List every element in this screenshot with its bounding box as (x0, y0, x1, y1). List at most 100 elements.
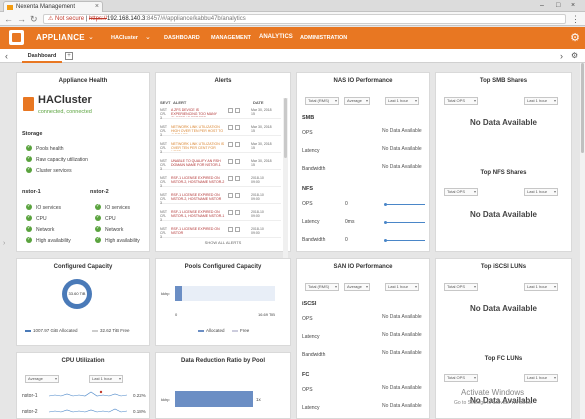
acknowledge-icon[interactable] (228, 108, 233, 113)
check-icon (26, 155, 32, 162)
status-item: Network (105, 227, 124, 233)
metric-select[interactable]: Total OPS (444, 188, 478, 196)
timerange-select[interactable]: Last 1 hour (524, 374, 558, 382)
reload-icon[interactable]: ↻ (30, 14, 38, 24)
alert-message[interactable]: RSF-1 LICENSE EXPIRED ON NSTOR-2, HOSTNA… (171, 193, 222, 201)
timerange-select[interactable]: Last 1 hour (89, 375, 123, 383)
acknowledge-icon[interactable] (228, 210, 233, 215)
legend-allocated: 1007.97 GiB Allocated (33, 328, 78, 333)
alert-message[interactable]: RSF-1 LICENSE EXPIRED ON NSTOR (171, 227, 220, 235)
alert-row[interactable]: NST CR-3 NETWORK LINK UTILIZATION HIGH OV… (160, 124, 281, 137)
acknowledge-icon[interactable] (228, 125, 233, 130)
scroll-left-icon[interactable]: ‹ (5, 51, 8, 61)
alert-row[interactable]: NST CR-3 UNABLE TO QUALIFY AN RSH DOMAIN … (160, 158, 281, 171)
settings-gear-icon[interactable]: ⚙ (570, 32, 580, 44)
browser-tab[interactable]: Nexenta Management × (3, 1, 103, 12)
metric-select[interactable]: Total (RMS) (305, 97, 339, 105)
browser-menu-icon[interactable]: ⋮ (571, 14, 580, 24)
sidebar-toggle-icon[interactable]: › (3, 240, 6, 247)
acknowledge-icon[interactable] (228, 159, 233, 164)
scroll-right-icon[interactable]: › (560, 51, 563, 61)
alert-message[interactable]: NETWORK LINK UTILIZATION HIGH OVER TEN P… (171, 125, 224, 134)
alert-message[interactable]: NETWORK LINK UTILIZATION IS OVER TEN PER… (171, 142, 225, 151)
dismiss-icon[interactable] (235, 125, 240, 130)
appliance-logo-icon[interactable] (9, 30, 24, 45)
nav-management[interactable]: MANAGEMENT (211, 35, 252, 41)
add-tab-icon[interactable]: + (65, 52, 73, 60)
dismiss-icon[interactable] (235, 159, 240, 164)
close-tab-icon[interactable]: × (94, 3, 99, 10)
metric-select[interactable]: Total (RMS) (305, 283, 339, 291)
nav-administration[interactable]: ADMINISTRATION (300, 35, 348, 41)
nav-analytics[interactable]: ANALYTICS (259, 34, 293, 40)
page-scrollbar[interactable] (580, 63, 585, 419)
card-title: Data Reduction Ratio by Pool (180, 358, 265, 364)
card-title: Pools Configured Capacity (184, 264, 262, 270)
alert-row[interactable]: NST CR-3 NETWORK LINK UTILIZATION IS OVER… (160, 141, 281, 154)
timerange-select[interactable]: Last 1 hour (524, 188, 558, 196)
nav-hacluster[interactable]: HACluster (111, 35, 138, 41)
dismiss-icon[interactable] (235, 108, 240, 113)
alerts-scrollbar[interactable] (283, 98, 288, 288)
timerange-select[interactable]: Last 1 hour (385, 97, 419, 105)
minimize-icon[interactable]: – (540, 2, 544, 9)
col-date: DATE (253, 100, 264, 105)
status-item: IO services (36, 205, 62, 211)
dismiss-icon[interactable] (235, 142, 240, 147)
alert-row[interactable]: NST CR-3 RSF-1 LICENSE EXPIRED ON NSTOR-2… (160, 175, 281, 188)
aggregate-select[interactable]: Average (344, 97, 370, 105)
address-bar: ← → ↻ ⚠ Not secure | https://192.168.140… (0, 12, 585, 26)
timerange-select[interactable]: Last 1 hour (524, 97, 558, 105)
url-field[interactable]: ⚠ Not secure | https://192.168.140.3:845… (43, 14, 566, 24)
app-name[interactable]: APPLIANCE (36, 33, 85, 42)
scroll-thumb[interactable] (284, 98, 287, 158)
nav-dashboard[interactable]: DASHBOARD (164, 35, 200, 41)
tab-dashboard[interactable]: Dashboard (22, 50, 62, 63)
url-scheme: https:// (88, 16, 107, 22)
cluster-name[interactable]: HACluster (38, 94, 92, 106)
dismiss-icon[interactable] (235, 176, 240, 181)
aggregate-select[interactable]: Average (25, 375, 59, 383)
alert-message[interactable]: A ZFS DEVICE IS EXPERIENCING TOO MANY CL… (171, 108, 217, 117)
alert-row[interactable]: NST CR-3 RSF-1 LICENSE EXPIRED ON NSTOR 20… (160, 226, 281, 239)
pool-allocated-bar (175, 286, 182, 301)
maximize-icon[interactable]: □ (556, 2, 561, 9)
close-window-icon[interactable]: × (571, 2, 576, 9)
card-title: SAN IO Performance (333, 264, 393, 270)
status-item: CPU (36, 216, 47, 222)
aggregate-select[interactable]: Average (344, 283, 370, 291)
alert-row[interactable]: NST CR-3 RSF-1 LICENSE EXPIRED ON NSTOR-1… (160, 209, 281, 222)
acknowledge-icon[interactable] (228, 193, 233, 198)
no-data: No Data Available (382, 385, 422, 391)
forward-icon[interactable]: → (17, 14, 26, 24)
cpu-node1-sparkline (49, 390, 128, 397)
timerange-select[interactable]: Last 1 hour (524, 283, 558, 291)
no-data: No Data Available (382, 314, 422, 320)
dismiss-icon[interactable] (235, 193, 240, 198)
alert-message[interactable]: RSF-1 LICENSE EXPIRED ON NSTOR-2, HOSTNA… (171, 176, 225, 184)
chevron-down-icon[interactable]: ⌄ (145, 34, 151, 41)
back-icon[interactable]: ← (4, 14, 13, 24)
acknowledge-icon[interactable] (228, 176, 233, 181)
metric-select[interactable]: Total OPS (444, 374, 478, 382)
dashboard-settings-icon[interactable]: ⚙ (571, 51, 579, 60)
alert-row[interactable]: NST CR-3 RSF-1 LICENSE EXPIRED ON NSTOR-2… (160, 192, 281, 205)
scroll-thumb[interactable] (581, 63, 584, 153)
alert-date: Mar 30, 2018 15 (251, 108, 272, 116)
cpu-node2-sparkline (49, 408, 128, 413)
chevron-down-icon[interactable]: ⌄ (88, 34, 94, 41)
timerange-select[interactable]: Last 1 hour (385, 283, 419, 291)
metric-select[interactable]: Total OPS (444, 97, 478, 105)
metric-select[interactable]: Total OPS (444, 283, 478, 291)
acknowledge-icon[interactable] (228, 142, 233, 147)
nfs-latency-value: 0ms (345, 219, 355, 225)
dismiss-icon[interactable] (235, 210, 240, 215)
alert-date: Mar 30, 2018 15 (251, 142, 272, 150)
alert-message[interactable]: RSF-1 LICENSE EXPIRED ON NSTOR-1, HOSTNA… (171, 210, 225, 218)
acknowledge-icon[interactable] (228, 227, 233, 232)
alert-row[interactable]: NST CR-3 A ZFS DEVICE IS EXPERIENCING TOO… (160, 107, 281, 120)
alert-message[interactable]: UNABLE TO QUALIFY AN RSH DOMAIN NAME FOR… (171, 159, 221, 167)
dismiss-icon[interactable] (235, 227, 240, 232)
show-all-alerts-link[interactable]: SHOW ALL ALERTS (204, 240, 242, 245)
alert-date: 2018-10 09:00 (251, 210, 264, 218)
